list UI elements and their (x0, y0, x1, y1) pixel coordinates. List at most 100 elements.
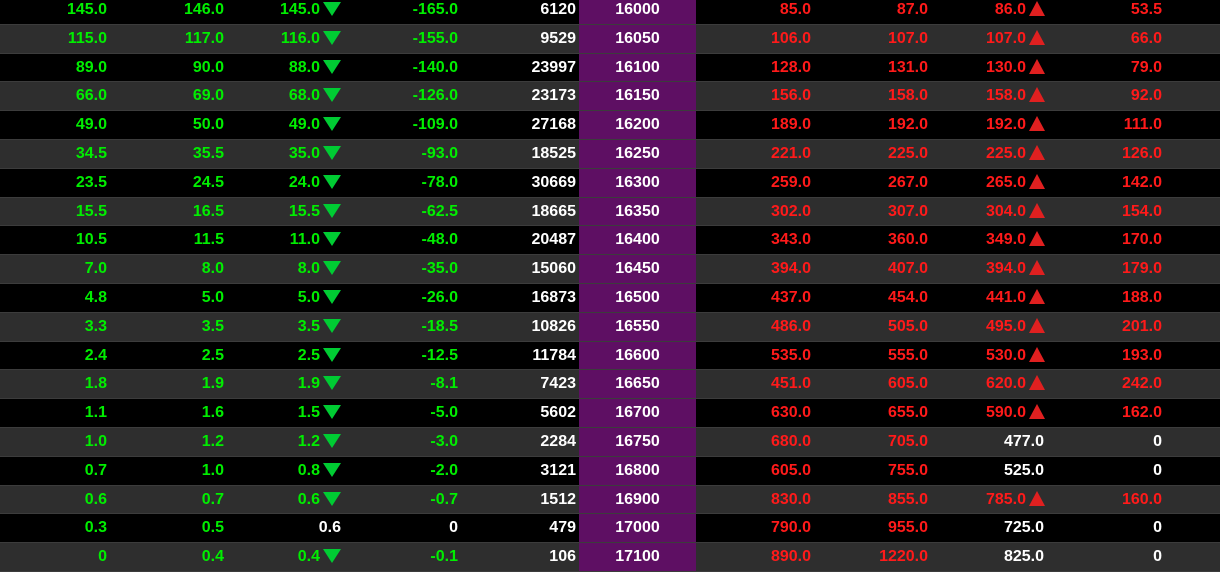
call-change-value: 0 (449, 519, 458, 537)
call-change-value: -0.7 (430, 490, 458, 508)
call-ask-value: 2.5 (201, 346, 224, 364)
call-open-interest-value: 9529 (540, 29, 576, 47)
put-ask: 555.0 (820, 342, 928, 370)
call-last-value: 88.0 (288, 58, 320, 76)
table-row[interactable]: 89.0 90.0 88.0 -140.0 23997 16100 128.0 131.0 13… (0, 53, 1220, 83)
table-row[interactable]: 10.5 11.5 11.0 -48.0 20487 16400 343.0 360.0 349… (0, 226, 1220, 256)
call-bid: 4.8 (0, 284, 107, 312)
call-bid: 66.0 (0, 82, 107, 110)
table-row[interactable]: 1.1 1.6 1.5 -5.0 5602 16700 630.0 655.0 590.0 162… (0, 399, 1220, 428)
call-last-value: 1.9 (297, 375, 320, 393)
call-change-value: -48.0 (421, 231, 458, 249)
put-bid-value: 790.0 (770, 519, 811, 537)
put-change: 0 (1070, 514, 1162, 542)
call-open-interest-value: 5602 (540, 404, 576, 422)
put-last-value: 785.0 (985, 490, 1026, 508)
call-ask: 1.9 (110, 370, 224, 398)
table-row[interactable]: 49.0 50.0 49.0 -109.0 27168 16200 189.0 192.0 19… (0, 111, 1220, 140)
call-bid-value: 7.0 (84, 260, 107, 278)
call-ask: 0.4 (110, 543, 224, 571)
down-triangle-icon (323, 174, 341, 189)
up-triangle-icon (1029, 288, 1045, 304)
call-bid-value: 10.5 (75, 231, 107, 249)
call-change: -165.0 (370, 0, 458, 24)
up-triangle-icon (1029, 375, 1045, 391)
put-ask: 755.0 (820, 457, 928, 485)
call-open-interest-value: 18665 (531, 202, 577, 220)
put-change-value: 0 (1153, 461, 1162, 479)
table-row[interactable]: 0.3 0.5 0.6 0 479 17000 790.0 955.0 725.0 0 (0, 514, 1220, 544)
table-row[interactable]: 7.0 8.0 8.0 -35.0 15060 16450 394.0 407.0 394.0 1… (0, 255, 1220, 284)
call-open-interest-value: 23173 (531, 87, 577, 105)
call-change-value: -8.1 (430, 375, 458, 393)
table-row[interactable]: 0.7 1.0 0.8 -2.0 3121 16800 605.0 755.0 525.0 0 (0, 456, 1220, 486)
call-last-value: 1.2 (297, 432, 320, 450)
down-triangle-icon (323, 347, 341, 362)
call-ask: 8.0 (110, 255, 224, 283)
call-last-value: 1.5 (297, 404, 320, 422)
table-row[interactable]: 115.0 117.0 116.0 -155.0 9529 16050 106.0 107.0… (0, 24, 1220, 54)
down-triangle-icon (323, 491, 341, 506)
put-last: 304.0 (935, 198, 1045, 226)
call-bid: 115.0 (0, 25, 107, 53)
call-last-value: 5.0 (297, 288, 320, 306)
table-row[interactable]: 66.0 69.0 68.0 -126.0 23173 16150 156.0 158.0 15… (0, 82, 1220, 112)
down-triangle-icon (323, 405, 341, 420)
table-row[interactable]: 2.4 2.5 2.5 -12.5 11784 16600 535.0 555.0 530.0 1… (0, 341, 1220, 371)
call-open-interest-value: 15060 (531, 260, 577, 278)
put-last-value: 725.0 (1003, 519, 1044, 537)
call-open-interest: 7423 (480, 370, 576, 398)
put-change-value: 66.0 (1130, 29, 1162, 47)
table-row[interactable]: 15.5 16.5 15.5 -62.5 18665 16350 302.0 307.0 304… (0, 197, 1220, 227)
put-last: 225.0 (935, 140, 1045, 168)
put-bid: 437.0 (700, 284, 811, 312)
strike-price: 16350 (579, 197, 696, 226)
table-row[interactable]: 34.5 35.5 35.0 -93.0 18525 16250 221.0 225.0 225… (0, 139, 1220, 169)
put-change-value: 92.0 (1130, 87, 1162, 105)
call-open-interest: 6120 (480, 0, 576, 24)
call-last: 5.0 (230, 284, 341, 312)
put-last-value: 394.0 (985, 260, 1026, 278)
put-ask-value: 605.0 (887, 375, 928, 393)
call-ask: 2.5 (110, 342, 224, 370)
call-change: -109.0 (370, 111, 458, 139)
call-last-value: 3.5 (297, 317, 320, 335)
call-bid: 2.4 (0, 342, 107, 370)
put-last: 86.0 (935, 0, 1045, 24)
put-ask-value: 454.0 (887, 288, 928, 306)
put-ask-value: 555.0 (887, 346, 928, 364)
table-row[interactable]: 0 0.4 0.4 -0.1 106 17100 890.0 1220.0 825.0 0 (0, 543, 1220, 572)
put-bid: 630.0 (700, 399, 811, 427)
call-ask: 117.0 (110, 25, 224, 53)
down-triangle-icon (323, 376, 341, 391)
table-row[interactable]: 145.0 146.0 145.0 -165.0 6120 16000 85.0 87.0 86… (0, 0, 1220, 25)
put-bid: 221.0 (700, 140, 811, 168)
down-triangle-icon (323, 30, 341, 45)
call-ask: 1.2 (110, 428, 224, 456)
table-row[interactable]: 1.0 1.2 1.2 -3.0 2284 16750 680.0 705.0 477.0 0 (0, 427, 1220, 457)
put-last: 349.0 (935, 226, 1045, 254)
call-open-interest-value: 7423 (540, 375, 576, 393)
strike-price: 17100 (579, 543, 696, 571)
put-change-value: 0 (1153, 548, 1162, 566)
put-ask-value: 955.0 (887, 519, 928, 537)
call-change: -0.1 (370, 543, 458, 571)
table-row[interactable]: 3.3 3.5 3.5 -18.5 10826 16550 486.0 505.0 495.0 2… (0, 312, 1220, 342)
table-row[interactable]: 1.8 1.9 1.9 -8.1 7423 16650 451.0 605.0 620.0 242… (0, 370, 1220, 400)
call-ask-value: 117.0 (184, 29, 224, 47)
table-row[interactable]: 23.5 24.5 24.0 -78.0 30669 16300 259.0 267.0 265… (0, 168, 1220, 198)
call-last-value: 11.0 (289, 231, 320, 249)
call-last-value: 8.0 (297, 260, 320, 278)
put-change: 242.0 (1070, 370, 1162, 398)
call-bid: 1.1 (0, 399, 107, 427)
table-row[interactable]: 4.8 5.0 5.0 -26.0 16873 16500 437.0 454.0 441.0 1… (0, 283, 1220, 313)
table-row[interactable]: 0.6 0.7 0.6 -0.7 1512 16900 830.0 855.0 785.0 160… (0, 485, 1220, 515)
down-triangle-icon (323, 203, 341, 218)
call-last: 49.0 (230, 111, 341, 139)
call-ask: 0.7 (110, 486, 224, 514)
call-change: -3.0 (370, 428, 458, 456)
strike-price: 16800 (579, 456, 696, 485)
call-open-interest-value: 10826 (531, 317, 577, 335)
call-bid-value: 115.0 (67, 29, 107, 47)
